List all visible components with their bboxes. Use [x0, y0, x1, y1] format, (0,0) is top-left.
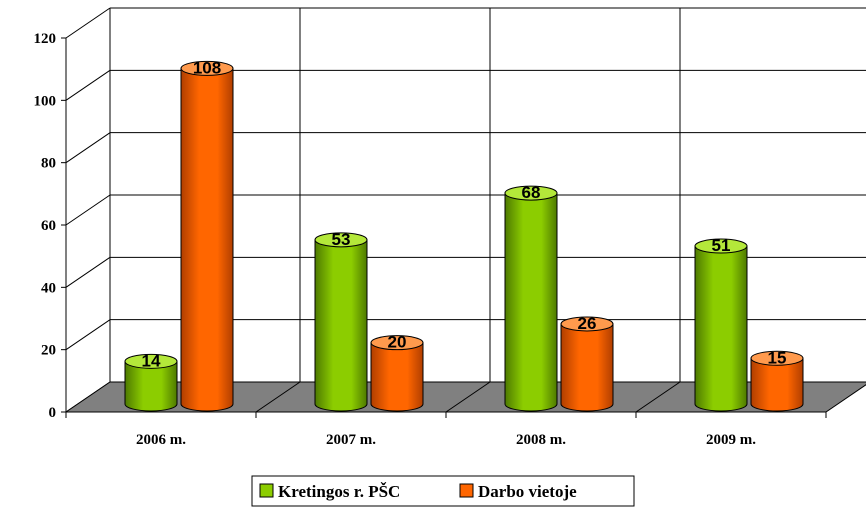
bar-body	[694, 245, 748, 412]
gridline-side	[65, 7, 111, 39]
y-tick-label: 60	[41, 218, 56, 234]
bar-kretingos-2	[504, 185, 558, 412]
floor-divider	[635, 381, 681, 413]
bar-top	[180, 60, 234, 76]
x-tick-label: 2008 m.	[516, 432, 566, 448]
bar-top	[314, 232, 368, 248]
bar-body	[504, 192, 558, 412]
bar-darbo-3	[750, 350, 804, 412]
value-labels: 14 108 53 20 68 26 51 15	[142, 58, 787, 370]
data-label: 53	[332, 230, 351, 249]
x-tick-label: 2007 m.	[326, 432, 376, 448]
bar-top	[504, 185, 558, 201]
bar-top	[560, 316, 614, 332]
bar-top	[750, 350, 804, 366]
data-label: 68	[522, 183, 541, 202]
bar-kretingos-0	[124, 353, 178, 412]
bar-kretingos-1	[314, 232, 368, 412]
floor-divider	[255, 381, 301, 413]
gridline-side	[65, 319, 111, 351]
axes: 0 20 40 60 80 100 120 2006 m. 2007 m. 2008 m. 2009…	[34, 31, 827, 448]
y-tick-label: 80	[41, 156, 56, 172]
bar-body	[370, 342, 424, 412]
data-label: 15	[768, 348, 787, 367]
data-label: 108	[193, 58, 221, 77]
floor-divider	[445, 381, 491, 413]
bar-body	[124, 360, 178, 412]
bar-body	[560, 323, 614, 412]
bar-darbo-2	[560, 316, 614, 412]
y-tick-label: 120	[34, 31, 57, 47]
y-tick-label: 40	[41, 280, 56, 296]
bar-top	[124, 353, 178, 369]
bar-body	[180, 67, 234, 412]
legend-box	[251, 475, 635, 507]
data-label: 20	[388, 333, 407, 352]
gridline-side	[65, 194, 111, 226]
y-tick-label: 0	[49, 405, 57, 421]
data-label: 14	[142, 351, 161, 370]
legend-swatch	[259, 483, 274, 498]
bar-darbo-0	[180, 60, 234, 412]
bar-body	[750, 357, 804, 412]
gridline-side	[65, 69, 111, 101]
bars	[124, 60, 804, 412]
bar-top	[370, 335, 424, 351]
y-tick-label: 20	[41, 343, 56, 359]
bar-darbo-1	[370, 335, 424, 412]
legend-label: Kretingos r. PŠC	[278, 482, 400, 501]
gridline-side	[65, 132, 111, 164]
x-tick-label: 2006 m.	[136, 432, 186, 448]
y-tick-label: 100	[34, 93, 57, 109]
gridline-side	[65, 256, 111, 288]
bar-body	[314, 239, 368, 412]
x-tick-label: 2009 m.	[706, 432, 756, 448]
data-label: 51	[712, 236, 731, 255]
legend: Kretingos r. PŠC Darbo vietoje	[251, 475, 635, 507]
bar-top	[694, 238, 748, 254]
legend-label: Darbo vietoje	[478, 482, 577, 501]
legend-swatch	[459, 483, 474, 498]
data-label: 26	[578, 314, 597, 333]
bar-kretingos-3	[694, 238, 748, 412]
